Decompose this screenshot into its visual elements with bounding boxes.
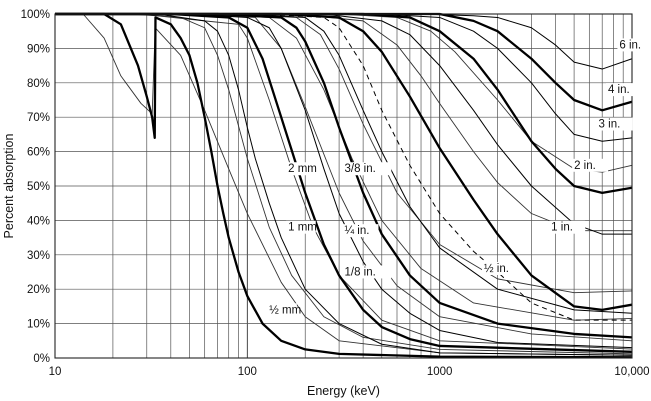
y-tick-label: 70% [27,112,50,124]
series-label-bg [342,224,379,238]
x-tick-label: 10 [49,366,62,378]
series-line-12 [55,13,633,70]
minor-curve-5 [55,13,633,294]
x-axis-label: Energy (keV) [307,384,380,398]
series-label-7: ½ in. [484,263,509,275]
y-axis-label: Percent absorption [2,133,16,238]
series-label-5: 3/8 in. [344,163,375,175]
series-label-8: 1 in. [551,222,573,234]
x-tick-label: 10,000 [614,366,649,378]
series-label-2: 2 mm [288,163,317,175]
series-label-11: 4 in. [608,84,630,96]
series-line-5 [55,13,633,314]
series-label-0: ½ mm [269,304,301,316]
y-tick-label: 30% [27,250,50,262]
x-tick-label: 100 [238,366,257,378]
tick-labels: 10 100 1000 10,000 0% 10% 20% 30% 40% 50% 60% 70% 80… [21,9,650,378]
series-line-7 [55,12,633,311]
y-tick-label: 50% [27,181,50,193]
y-tick-label: 40% [27,215,50,227]
plot-frame [54,13,633,359]
plot-border [54,13,633,359]
series-label-bg [481,262,518,275]
series-line-1 [55,13,633,356]
series-line-11 [55,12,633,112]
grid [55,14,632,358]
series-label-4: ¼ in. [344,225,369,237]
series-line-3 [55,13,633,349]
y-tick-label: 80% [27,78,50,90]
y-tick-label: 60% [27,147,50,159]
y-tick-label: 0% [33,353,50,365]
y-tick-label: 90% [27,43,50,55]
y-tick-label: 10% [27,319,50,331]
series-label-1: 1 mm [288,222,317,234]
series-label-9: 2 in. [574,160,596,172]
series-label-bg [605,83,642,97]
minor-curve-0 [55,13,633,356]
series-label-12: 6 in. [619,39,641,51]
x-tick-label: 1000 [427,366,453,378]
series-label-bg [286,162,316,176]
series-line-6 [55,13,632,321]
series-label-bg [596,117,633,131]
series-label-bg [549,220,586,234]
minor-curve-3 [55,13,633,342]
series-label-bg [617,38,651,52]
series-label-bg [286,220,316,234]
curves [55,12,633,359]
series-label-bg [572,158,609,172]
series-line-4 [55,12,633,339]
series-line-0 [55,12,633,359]
series-label-3: 1/8 in. [344,266,375,278]
series-line-9 [55,12,633,195]
series-label-10: 3 in. [599,119,621,131]
curve-labels: ½ mm 1 mm 2 mm 1/8 in. ¼ in. 3/8 in. ½ in. 1 in… [267,38,651,317]
series-label-bg [342,265,392,279]
series-label-bg [342,162,392,176]
series-line-10 [55,13,633,142]
series-label-bg [267,303,297,317]
y-tick-label: 100% [21,9,50,21]
series-line-2 [55,12,633,353]
y-tick-label: 20% [27,284,50,296]
